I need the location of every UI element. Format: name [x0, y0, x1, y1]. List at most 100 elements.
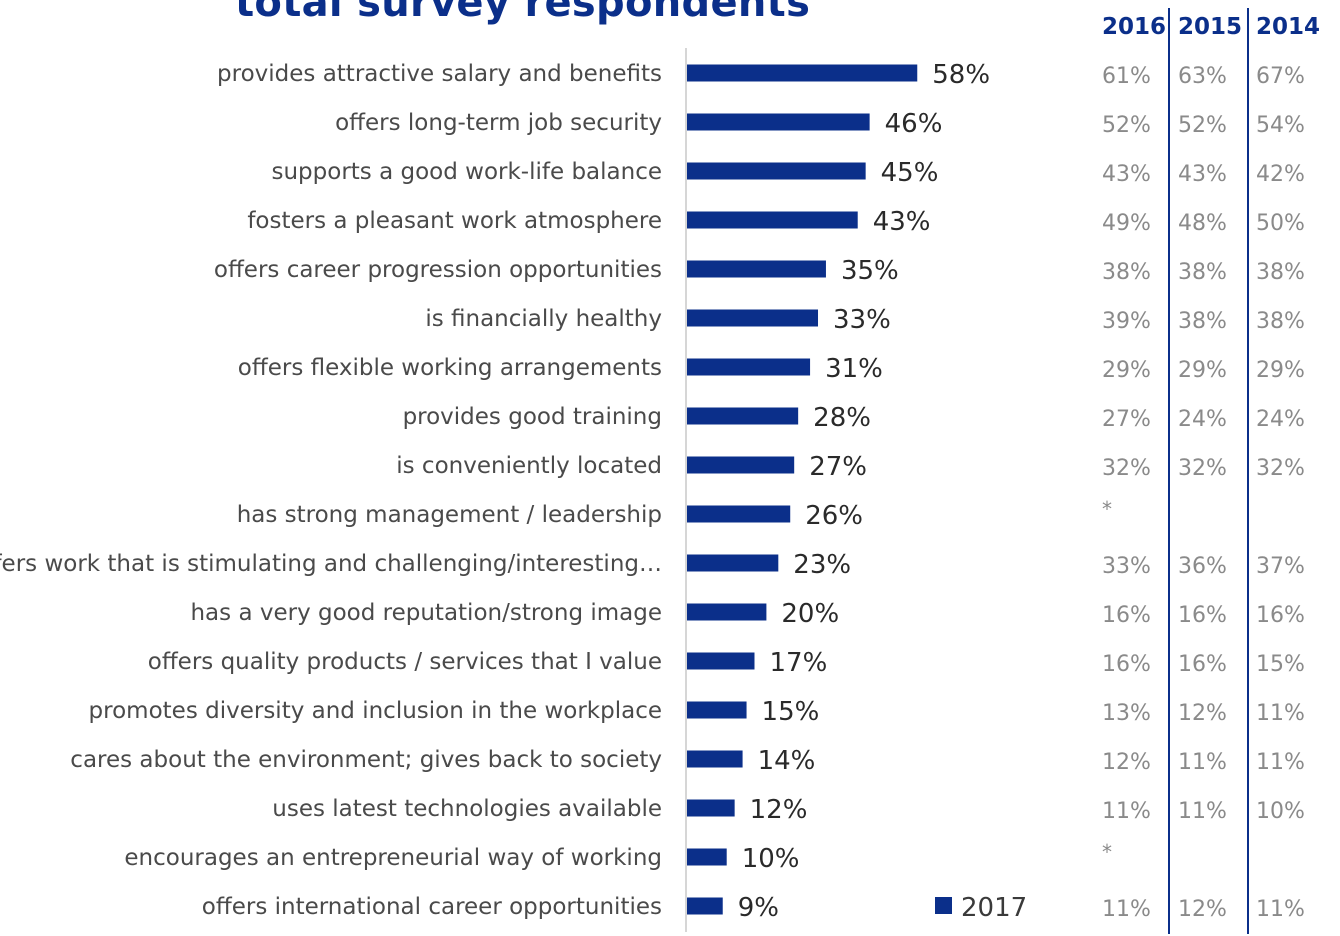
history-value: 54%: [1256, 113, 1305, 138]
data-label: 58%: [932, 60, 990, 90]
data-label: 10%: [742, 844, 800, 874]
history-value: 37%: [1256, 554, 1305, 579]
history-value: 42%: [1256, 162, 1305, 187]
history-value: 11%: [1102, 897, 1151, 922]
history-value: 52%: [1102, 113, 1151, 138]
category-label: is financially healthy: [425, 306, 662, 332]
bar: [687, 897, 723, 915]
bar: [687, 211, 858, 229]
history-value: 32%: [1178, 456, 1227, 481]
history-value: 16%: [1256, 603, 1305, 628]
history-value: 12%: [1178, 897, 1227, 922]
history-value: 11%: [1102, 799, 1151, 824]
history-value: 38%: [1178, 309, 1227, 334]
history-value: 43%: [1178, 162, 1227, 187]
legend-label: 2017: [961, 893, 1027, 923]
category-label: offers long-term job security: [335, 110, 662, 136]
history-value: 11%: [1256, 897, 1305, 922]
year-header: 2014: [1256, 14, 1320, 40]
history-value: 11%: [1178, 750, 1227, 775]
chart-title: total survey respondents: [235, 0, 811, 26]
history-value: 29%: [1256, 358, 1305, 383]
history-value: 10%: [1256, 799, 1305, 824]
data-label: 15%: [762, 697, 820, 727]
history-value: 39%: [1102, 309, 1151, 334]
bars-layer: [685, 48, 918, 932]
history-value: 49%: [1102, 211, 1151, 236]
history-value: 36%: [1178, 554, 1227, 579]
category-label: provides attractive salary and benefits: [217, 61, 662, 87]
bar: [687, 260, 826, 278]
category-label: offers flexible working arrangements: [238, 355, 662, 381]
category-label: cares about the environment; gives back …: [70, 747, 662, 773]
category-label: offers work that is stimulating and chal…: [0, 551, 662, 577]
history-value: 38%: [1256, 260, 1305, 285]
bar: [687, 407, 799, 425]
history-value: 67%: [1256, 64, 1305, 89]
history-value: 12%: [1102, 750, 1151, 775]
data-label: 12%: [750, 795, 808, 825]
history-value: 43%: [1102, 162, 1151, 187]
category-label: offers career progression opportunities: [214, 257, 662, 283]
bar: [687, 701, 747, 719]
history-value: 11%: [1256, 701, 1305, 726]
data-label: 9%: [738, 893, 779, 923]
bar: [687, 64, 918, 82]
no-data-marker: *: [1102, 840, 1112, 864]
data-label: 26%: [805, 501, 863, 531]
data-label: 20%: [781, 599, 839, 629]
history-value: 16%: [1178, 603, 1227, 628]
history-value: 52%: [1178, 113, 1227, 138]
history-value: 16%: [1102, 652, 1151, 677]
history-value: 32%: [1102, 456, 1151, 481]
bar: [687, 554, 779, 572]
data-label: 45%: [881, 158, 939, 188]
history-value: 38%: [1102, 260, 1151, 285]
history-value: 11%: [1178, 799, 1227, 824]
history-value: 24%: [1256, 407, 1305, 432]
history-table: 2016 2015 2014 61% 63% 67% 52% 52% 54% 43% 43% 42% 4…: [1102, 8, 1320, 934]
category-label: uses latest technologies available: [272, 796, 662, 822]
history-value: 24%: [1178, 407, 1227, 432]
history-value: 38%: [1256, 309, 1305, 334]
history-value: 16%: [1178, 652, 1227, 677]
data-label: 33%: [833, 305, 891, 335]
history-value: 48%: [1178, 211, 1227, 236]
bar: [687, 603, 767, 621]
category-label: provides good training: [403, 404, 662, 430]
data-label: 23%: [793, 550, 851, 580]
history-value: 13%: [1102, 701, 1151, 726]
history-value: 38%: [1178, 260, 1227, 285]
bar: [687, 113, 870, 131]
data-label: 46%: [885, 109, 943, 139]
history-value: 32%: [1256, 456, 1305, 481]
history-value: 11%: [1256, 750, 1305, 775]
category-label: has strong management / leadership: [237, 502, 662, 528]
year-header: 2016: [1102, 14, 1166, 40]
labels-layer: provides attractive salary and benefits 5…: [0, 60, 990, 923]
data-label: 14%: [758, 746, 816, 776]
history-value: 16%: [1102, 603, 1151, 628]
data-label: 27%: [809, 452, 867, 482]
category-label: promotes diversity and inclusion in the …: [89, 698, 662, 724]
history-value: 61%: [1102, 64, 1151, 89]
history-value: 29%: [1102, 358, 1151, 383]
bar: [687, 456, 795, 474]
data-label: 35%: [841, 256, 899, 286]
history-value: 15%: [1256, 652, 1305, 677]
category-label: offers international career opportunitie…: [202, 894, 662, 920]
bar: [687, 799, 735, 817]
bar: [687, 358, 811, 376]
data-label: 31%: [825, 354, 883, 384]
data-label: 28%: [813, 403, 871, 433]
no-data-marker: *: [1102, 497, 1112, 521]
category-label: offers quality products / services that …: [148, 649, 662, 675]
history-value: 27%: [1102, 407, 1151, 432]
bar: [687, 309, 819, 327]
history-value: 33%: [1102, 554, 1151, 579]
category-label: fosters a pleasant work atmosphere: [247, 208, 662, 234]
category-label: supports a good work-life balance: [271, 159, 662, 185]
history-value: 63%: [1178, 64, 1227, 89]
bar: [687, 505, 791, 523]
data-label: 17%: [769, 648, 827, 678]
